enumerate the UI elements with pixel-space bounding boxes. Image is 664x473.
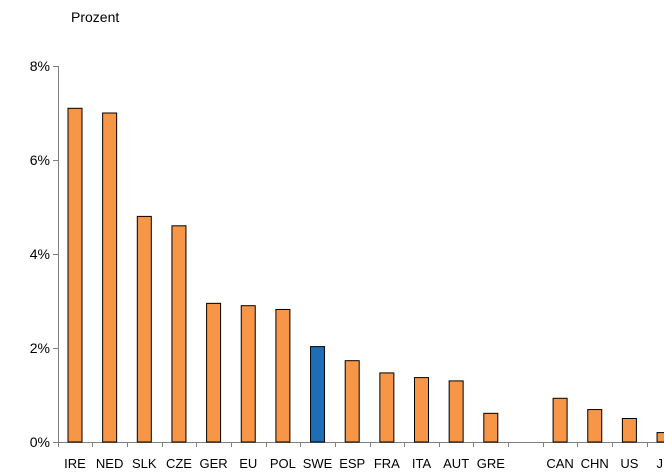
x-tick-label: IRE: [64, 456, 86, 471]
y-tick-labels: 0% 2% 4% 6% 8%: [30, 58, 50, 450]
bar-eu: [240, 305, 256, 443]
bar-ned: [102, 112, 118, 443]
x-tick-label: EU: [239, 456, 257, 471]
x-tick-label: SWE: [303, 456, 333, 471]
x-tick-label: CAN: [546, 456, 573, 471]
bar-ita: [414, 377, 429, 443]
x-tick-label: CZE: [166, 456, 192, 471]
bar-swe: [310, 346, 326, 443]
bar-fra: [379, 372, 395, 443]
x-tick-label: GRE: [477, 456, 506, 471]
x-tick-label: ESP: [339, 456, 365, 471]
bar-ger: [206, 302, 222, 443]
x-tick-label: GER: [200, 456, 228, 471]
bar-jp: [656, 432, 664, 443]
x-tick-label: NED: [96, 456, 123, 471]
y-tick-label: 2%: [30, 340, 50, 356]
bars: [67, 107, 664, 443]
x-tick-label: SLK: [132, 456, 157, 471]
bar-pol: [275, 308, 291, 443]
bar-aut: [448, 380, 464, 443]
x-tick-label: CHN: [581, 456, 609, 471]
bar-chn: [587, 409, 603, 443]
bar-slk: [136, 215, 152, 443]
y-tick-label: 0%: [30, 434, 50, 450]
bar-us: [621, 418, 637, 443]
x-tick-label: FRA: [374, 456, 400, 471]
x-tick-label: ITA: [412, 456, 432, 471]
x-tick-labels: IRE NED SLK CZE GER EU POL SWE ESP FRA ITA AUT GRE CA…: [64, 456, 664, 471]
bar-ire: [67, 107, 83, 443]
bar-esp: [344, 360, 360, 443]
bar-gre: [483, 412, 499, 443]
y-axis-unit-label: Prozent: [71, 9, 120, 25]
x-tick-label: AUT: [443, 456, 469, 471]
y-tick-label: 8%: [30, 58, 50, 74]
x-tick-label: POL: [270, 456, 296, 471]
y-tick-label: 4%: [30, 246, 50, 262]
x-tick-label: US: [620, 456, 638, 471]
x-tick-label: JP: [656, 456, 664, 471]
bar-can: [552, 397, 568, 443]
y-tick-label: 6%: [30, 152, 50, 168]
bar-cze: [171, 225, 187, 443]
